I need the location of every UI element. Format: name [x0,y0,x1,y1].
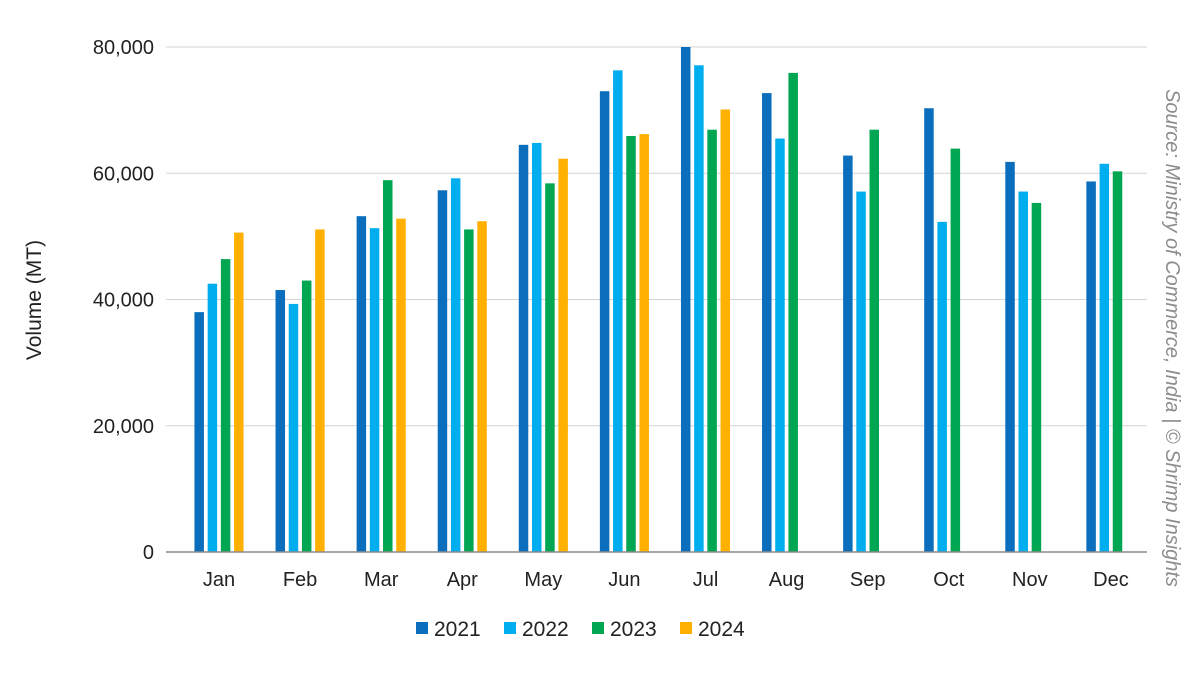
x-tick-label: Jan [203,569,235,591]
bar-2023-May [545,183,555,552]
bar-2023-Oct [950,148,961,552]
x-tick-label: Nov [1012,569,1048,591]
bar-2021-Oct [924,108,934,552]
bar-2023-Feb [301,280,312,552]
bar-2021-Aug [762,93,772,553]
bar-2023-Sep [869,129,880,552]
bar-2024-Apr [477,221,487,552]
bar-2021-Nov [1005,161,1015,552]
y-tick-label: 0 [143,542,154,564]
bar-2023-Jan [220,259,231,552]
bar-2022-Jan [207,283,218,552]
bar-2021-Mar [356,216,367,553]
bar-2021-Feb [275,290,286,552]
x-tick-label: Dec [1093,569,1129,591]
bar-2024-Jul [720,109,731,553]
bar-2022-Oct [937,221,947,552]
y-tick-label: 20,000 [93,416,154,438]
bar-2023-Mar [383,180,393,552]
bar-2022-Apr [450,178,461,553]
bar-2023-Jun [626,136,636,552]
bar-2023-Aug [788,72,798,552]
x-tick-label: Apr [447,569,478,591]
bar-2024-Feb [315,229,325,552]
x-tick-label: Oct [933,569,965,591]
y-tick-label: 60,000 [93,163,154,185]
legend-label-2023: 2023 [610,618,657,641]
bar-2022-Mar [369,228,380,552]
bar-2024-May [558,158,568,552]
bar-2021-Jul [680,47,691,552]
bars [194,47,1123,553]
bar-2021-May [518,144,529,552]
bar-2022-Jul [694,65,704,553]
bar-2021-Sep [843,155,853,552]
y-tick-label: 80,000 [93,37,154,59]
x-tick-label: Jun [608,569,640,591]
legend-swatch-2021 [416,622,428,634]
x-tick-label: Aug [769,569,805,591]
bar-2021-Jan [194,312,204,552]
bar-2022-May [531,142,542,552]
bar-2022-Jun [613,70,623,552]
x-tick-label: Mar [364,569,399,591]
legend-label-2024: 2024 [698,618,745,641]
bar-2022-Aug [775,138,785,552]
x-tick-label: Sep [850,569,886,591]
x-tick-label: Jul [693,569,719,591]
gridlines [166,46,1147,427]
legend-swatch-2022 [504,622,516,634]
bar-2022-Nov [1018,191,1028,552]
bar-2023-Nov [1031,202,1042,552]
legend-label-2021: 2021 [434,618,481,641]
bar-2024-Jun [639,134,649,553]
bar-2024-Mar [396,218,406,552]
source-annotation: Source: Ministry of Commerce, India | © … [1161,89,1183,587]
bar-2021-Jun [599,91,610,552]
bar-2022-Feb [288,303,299,552]
bar-2021-Dec [1086,181,1096,553]
bar-2023-Jul [707,129,717,552]
x-tick-label: Feb [283,569,317,591]
bar-2021-Apr [437,190,448,552]
legend: 2021 2022 2023 2024 [416,618,745,641]
y-axis-ticks: 0 20,000 40,000 60,000 80,000 [93,37,154,564]
bar-2023-Apr [464,229,474,552]
y-tick-label: 40,000 [93,290,154,312]
legend-swatch-2024 [680,622,692,634]
bar-2023-Dec [1112,171,1123,552]
x-axis-ticks: Jan Feb Mar Apr May Jun Jul Aug Sep Oct Nov Dec [203,569,1129,591]
bar-2022-Sep [856,191,866,552]
bar-2022-Dec [1099,163,1110,552]
y-axis-title: Volume (MT) [23,240,46,360]
bar-2024-Jan [234,232,244,552]
legend-swatch-2023 [592,622,604,634]
x-tick-label: May [524,569,562,591]
legend-label-2022: 2022 [522,618,569,641]
